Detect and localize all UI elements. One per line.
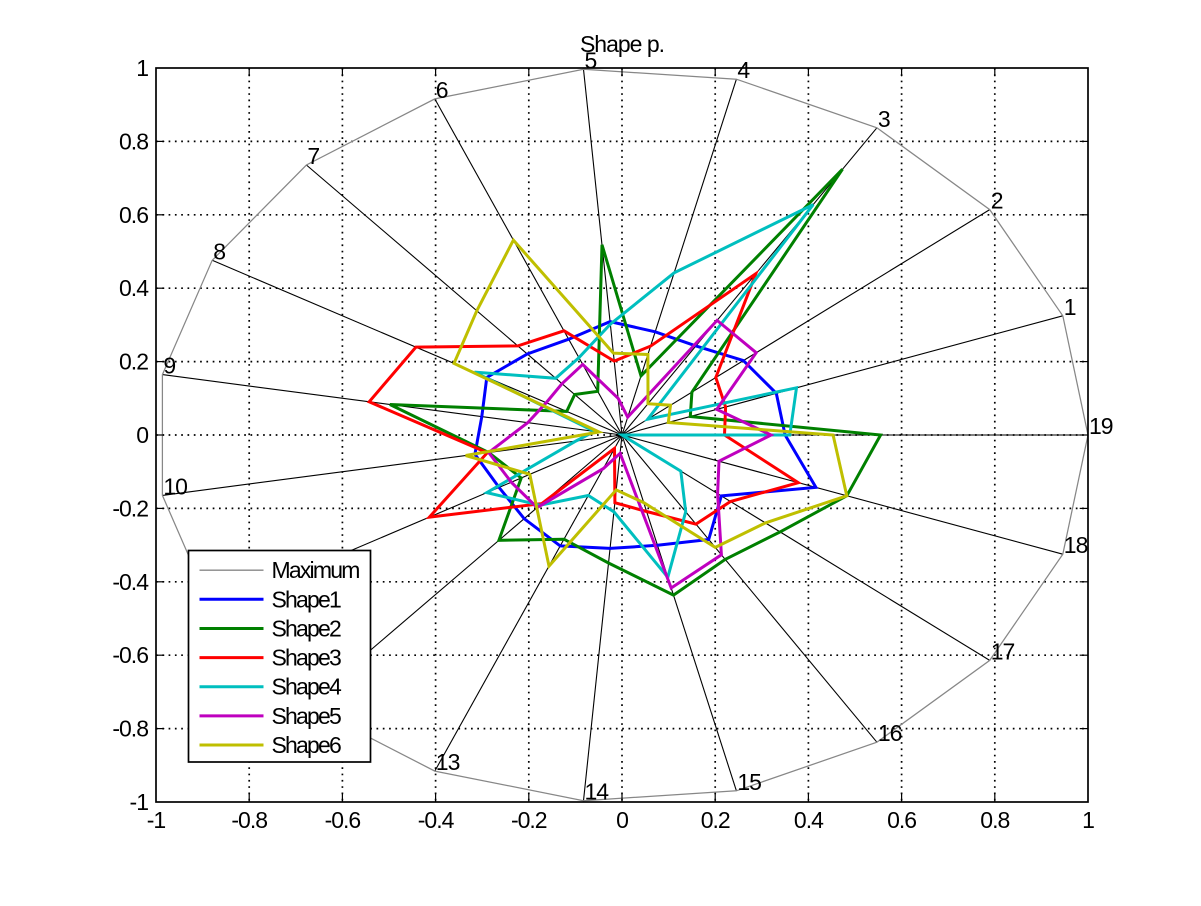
svg-text:0.4: 0.4 bbox=[794, 807, 824, 833]
svg-text:Maximum: Maximum bbox=[272, 557, 360, 583]
svg-text:10: 10 bbox=[163, 473, 187, 499]
svg-text:4: 4 bbox=[737, 57, 750, 83]
svg-text:0.8: 0.8 bbox=[119, 128, 148, 154]
svg-text:0.4: 0.4 bbox=[119, 275, 149, 301]
svg-text:Shape5: Shape5 bbox=[272, 703, 342, 729]
svg-text:16: 16 bbox=[878, 720, 902, 746]
svg-text:6: 6 bbox=[436, 77, 448, 103]
svg-text:0.6: 0.6 bbox=[119, 202, 148, 228]
svg-text:17: 17 bbox=[991, 638, 1015, 664]
svg-text:2: 2 bbox=[991, 188, 1003, 214]
svg-text:-0.6: -0.6 bbox=[325, 807, 361, 833]
svg-text:0.2: 0.2 bbox=[119, 349, 148, 375]
svg-text:0.2: 0.2 bbox=[701, 807, 730, 833]
svg-text:8: 8 bbox=[213, 238, 225, 264]
svg-text:-0.2: -0.2 bbox=[112, 495, 148, 521]
svg-text:Shape6: Shape6 bbox=[272, 732, 342, 758]
svg-text:0.8: 0.8 bbox=[980, 807, 1009, 833]
svg-text:-0.4: -0.4 bbox=[418, 807, 455, 833]
svg-text:-0.4: -0.4 bbox=[112, 569, 149, 595]
svg-text:Shape1: Shape1 bbox=[272, 586, 342, 612]
svg-text:19: 19 bbox=[1089, 413, 1113, 439]
svg-text:9: 9 bbox=[163, 353, 175, 379]
svg-text:Shape p.: Shape p. bbox=[580, 31, 664, 57]
svg-text:1: 1 bbox=[136, 55, 148, 81]
svg-text:Shape4: Shape4 bbox=[272, 674, 343, 700]
svg-text:13: 13 bbox=[436, 749, 460, 775]
svg-text:0.6: 0.6 bbox=[887, 807, 916, 833]
svg-text:1: 1 bbox=[1082, 807, 1094, 833]
svg-text:Shape3: Shape3 bbox=[272, 645, 342, 671]
svg-text:5: 5 bbox=[585, 47, 597, 73]
svg-text:7: 7 bbox=[307, 143, 319, 169]
svg-text:1: 1 bbox=[1064, 294, 1076, 320]
svg-text:15: 15 bbox=[737, 769, 761, 795]
svg-text:14: 14 bbox=[585, 779, 610, 805]
svg-text:-1: -1 bbox=[147, 807, 166, 833]
svg-text:18: 18 bbox=[1064, 532, 1088, 558]
svg-text:3: 3 bbox=[878, 106, 890, 132]
svg-text:-0.8: -0.8 bbox=[231, 807, 267, 833]
svg-text:-1: -1 bbox=[130, 789, 149, 815]
svg-text:-0.6: -0.6 bbox=[112, 642, 148, 668]
svg-text:Shape2: Shape2 bbox=[272, 616, 342, 642]
svg-text:0: 0 bbox=[616, 807, 628, 833]
svg-text:-0.8: -0.8 bbox=[112, 716, 148, 742]
svg-text:0: 0 bbox=[136, 422, 148, 448]
svg-text:-0.2: -0.2 bbox=[511, 807, 547, 833]
